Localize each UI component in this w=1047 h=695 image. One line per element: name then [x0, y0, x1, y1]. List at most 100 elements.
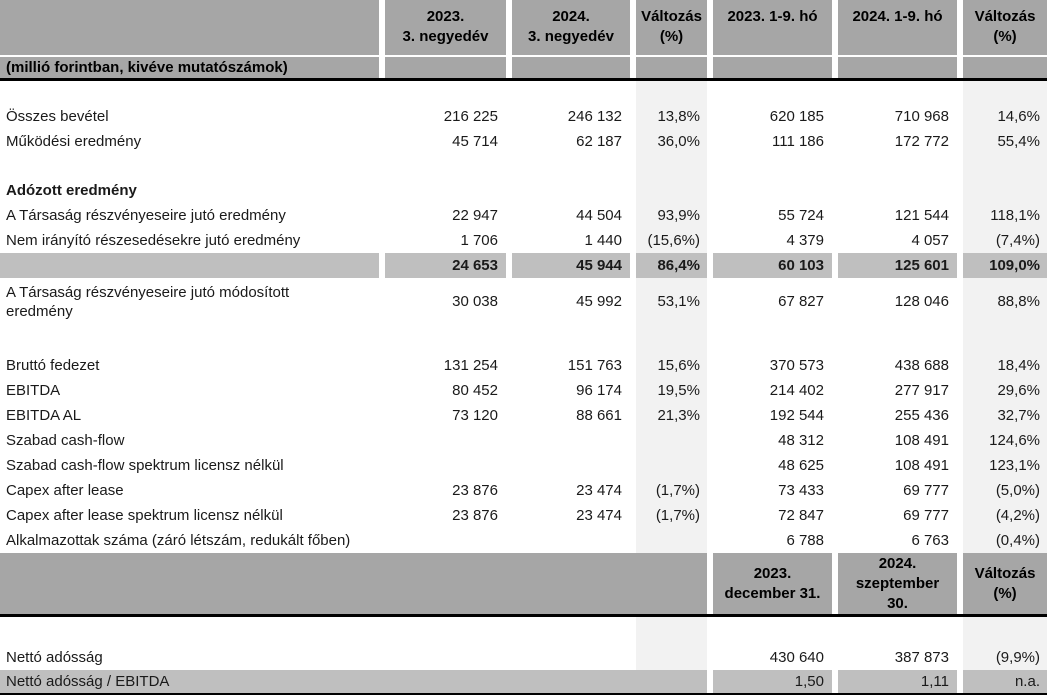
value-cell [385, 154, 506, 178]
row-label: Nettó adósság [6, 649, 103, 666]
value-cell: 80 452 [452, 382, 498, 399]
unit-note: (millió forintban, kivéve mutatószámok) [0, 57, 379, 78]
value-cell: 18,4% [963, 353, 1047, 378]
value-cell [636, 428, 707, 453]
value-cell: 620 185 [769, 108, 824, 125]
value-cell: 125 601 [838, 253, 957, 278]
row-label: A Társaság részvényeseire jutó módosítot… [6, 283, 290, 320]
row-label [0, 617, 379, 645]
value-cell: 13,8% [636, 104, 707, 129]
header-empty-cell [636, 57, 707, 78]
value-cell: 69 777 [903, 507, 949, 524]
value-cell [512, 617, 630, 645]
row-label [0, 325, 379, 353]
table-row: Nettó adósság / EBITDA 1,50 1,11 n.a. [0, 670, 1047, 695]
value-cell: 96 174 [576, 382, 622, 399]
table-row: Szabad cash-flow spektrum licensz nélkül… [0, 453, 1047, 478]
value-cell: 118,1% [963, 203, 1047, 228]
col-header-2023-9m: 2023. 1-9. hó [713, 0, 832, 55]
col-header-2024-q3: 2024. 3. negyedév [512, 0, 630, 55]
row-label: EBITDA AL [6, 407, 82, 424]
value-cell: 15,6% [636, 353, 707, 378]
value-cell [636, 154, 707, 178]
value-cell [512, 428, 630, 453]
value-cell: 255 436 [894, 407, 949, 424]
value-cell: (1,7%) [636, 503, 707, 528]
table-row: Bruttó fedezet 131 254 151 763 15,6% 370 573… [0, 353, 1047, 378]
value-cell [385, 428, 506, 453]
value-cell: 108 491 [894, 432, 949, 449]
row-label: Capex after lease spektrum licensz nélkü… [6, 507, 283, 524]
value-cell [385, 325, 506, 353]
value-cell: 124,6% [963, 428, 1047, 453]
value-cell: 45 944 [512, 253, 630, 278]
value-cell: 123,1% [963, 453, 1047, 478]
value-cell: 24 653 [385, 253, 506, 278]
header-empty-cell [385, 57, 506, 78]
row-label [0, 81, 379, 104]
value-cell: 192 544 [769, 407, 824, 424]
table-row: Működési eredmény 45 714 62 187 36,0% 111 18… [0, 129, 1047, 154]
row-label: Nem irányító részesedésekre jutó eredmén… [6, 232, 301, 249]
unit-note-row: (millió forintban, kivéve mutatószámok) [0, 57, 1047, 81]
value-cell: 88 661 [576, 407, 622, 424]
value-cell [636, 178, 707, 203]
value-cell: 21,3% [636, 403, 707, 428]
value-cell: (5,0%) [963, 478, 1047, 503]
value-cell: 88,8% [963, 278, 1047, 325]
value-cell [838, 81, 957, 104]
value-cell: 23 876 [452, 507, 498, 524]
value-cell: 4 379 [786, 232, 824, 249]
row-label: Adózott eredmény [6, 182, 137, 199]
value-cell [512, 645, 630, 670]
value-cell: 370 573 [769, 357, 824, 374]
value-cell: n.a. [963, 670, 1047, 693]
value-cell: 1,11 [838, 670, 957, 693]
value-cell: 23 876 [452, 482, 498, 499]
value-cell [512, 528, 630, 553]
table-row: Capex after lease 23 876 23 474 (1,7%) 73 43… [0, 478, 1047, 503]
value-cell [636, 81, 707, 104]
value-cell: 23 474 [576, 507, 622, 524]
value-cell: 60 103 [713, 253, 832, 278]
value-cell [713, 178, 832, 203]
value-cell: 172 772 [894, 133, 949, 150]
value-cell [636, 453, 707, 478]
col-header-change-period: Változás (%) [963, 553, 1047, 614]
value-cell [838, 178, 957, 203]
value-cell: (0,4%) [963, 528, 1047, 553]
value-cell: 14,6% [963, 104, 1047, 129]
value-cell [963, 325, 1047, 353]
row-label: Működési eredmény [6, 133, 142, 150]
value-cell: 131 254 [443, 357, 498, 374]
col-header-2023-q3: 2023. 3. negyedév [385, 0, 506, 55]
value-cell: 67 827 [778, 293, 824, 310]
value-cell: 246 132 [567, 108, 622, 125]
value-cell: (15,6%) [636, 228, 707, 253]
value-cell [838, 154, 957, 178]
value-cell: 55 724 [778, 207, 824, 224]
value-cell: 121 544 [894, 207, 949, 224]
value-cell: 4 057 [911, 232, 949, 249]
table-row: Összes bevétel 216 225 246 132 13,8% 620 185… [0, 104, 1047, 129]
value-cell: 19,5% [636, 378, 707, 403]
spacer-row [0, 325, 1047, 353]
row-label: Összes bevétel [6, 108, 109, 125]
value-cell: 45 992 [576, 293, 622, 310]
value-cell: 72 847 [778, 507, 824, 524]
col-header-change-q: Változás (%) [636, 0, 707, 55]
spacer-row [0, 617, 1047, 645]
value-cell: 214 402 [769, 382, 824, 399]
value-cell [713, 81, 832, 104]
value-cell [512, 81, 630, 104]
value-cell: 29,6% [963, 378, 1047, 403]
col-header-2023-dec31: 2023. december 31. [713, 553, 832, 614]
col-header-2024-sep30: 2024. szeptember 30. [838, 553, 957, 614]
row-label [0, 154, 379, 178]
header-empty-cell [512, 57, 630, 78]
quarterly-section: Összes bevétel 216 225 246 132 13,8% 620 185… [0, 81, 1047, 553]
value-cell [512, 325, 630, 353]
value-cell [636, 528, 707, 553]
row-label: Alkalmazottak száma (záró létszám, reduk… [6, 532, 351, 549]
value-cell: 36,0% [636, 129, 707, 154]
